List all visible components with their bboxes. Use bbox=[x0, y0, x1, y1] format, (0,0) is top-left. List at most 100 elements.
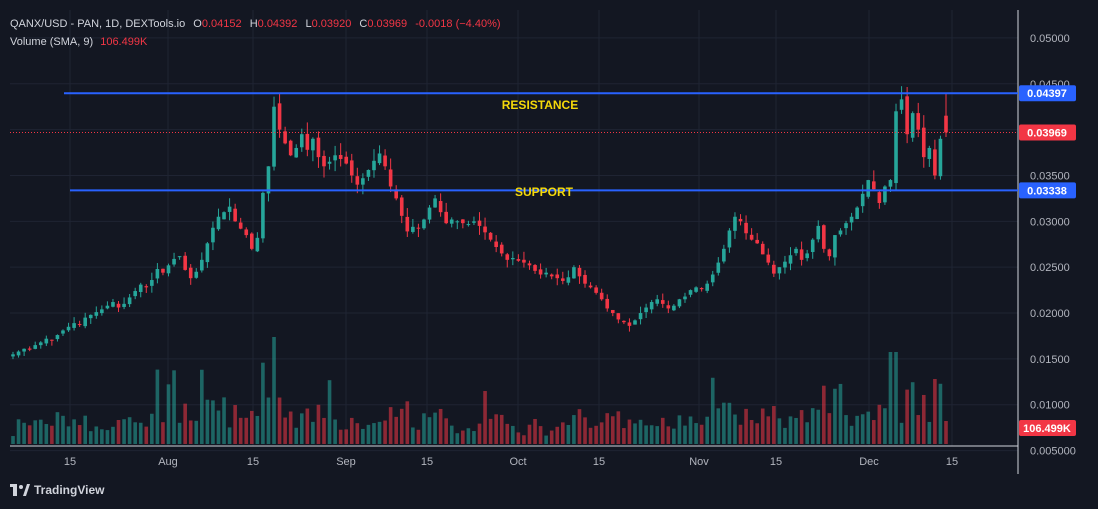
volume-bar bbox=[688, 416, 693, 444]
candle-body bbox=[299, 134, 304, 148]
volume-bar bbox=[355, 423, 360, 444]
candle-body bbox=[172, 258, 176, 265]
candle-body bbox=[627, 322, 632, 326]
volume-bar bbox=[427, 417, 432, 444]
resistance-label: RESISTANCE bbox=[502, 98, 578, 112]
candle-body bbox=[455, 221, 460, 223]
time-axis-label: Oct bbox=[509, 456, 526, 468]
volume-bar bbox=[422, 413, 426, 444]
volume-bar bbox=[116, 420, 121, 444]
candle-body bbox=[699, 288, 704, 290]
candle-body bbox=[377, 153, 382, 164]
time-axis-label: 15 bbox=[770, 456, 782, 468]
candle-body bbox=[599, 292, 604, 300]
time-axis-label: 15 bbox=[593, 456, 605, 468]
close-label: C bbox=[359, 18, 368, 30]
candle-body bbox=[138, 284, 143, 292]
volume-bar bbox=[560, 422, 565, 444]
volume-bar bbox=[888, 352, 893, 444]
candle-body bbox=[338, 154, 343, 159]
volume-bar bbox=[511, 425, 515, 444]
candle-body bbox=[583, 274, 587, 284]
volume-bar bbox=[677, 415, 682, 444]
candle-body bbox=[516, 259, 521, 261]
volume-bar bbox=[488, 418, 493, 444]
volume-bar bbox=[749, 420, 754, 444]
volume-bar bbox=[672, 428, 676, 444]
volume-bar bbox=[177, 422, 182, 444]
candle-body bbox=[877, 192, 882, 203]
candle-body bbox=[849, 216, 854, 223]
volume-bar bbox=[860, 414, 865, 444]
candle-body bbox=[610, 309, 615, 314]
volume-bar bbox=[694, 423, 698, 444]
price-axis-label: 0.02000 bbox=[1030, 308, 1070, 320]
volume-bar bbox=[533, 418, 537, 444]
volume-bar bbox=[572, 415, 576, 444]
candle-body bbox=[499, 244, 504, 254]
volume-bar bbox=[483, 391, 487, 444]
volume-bar bbox=[50, 425, 54, 444]
volume-bar bbox=[738, 424, 743, 444]
volume-bar bbox=[383, 420, 387, 444]
volume-bar bbox=[505, 423, 510, 444]
candle-body bbox=[249, 233, 254, 249]
candle-body bbox=[72, 323, 76, 328]
candle-body bbox=[422, 219, 426, 229]
volume-bar bbox=[494, 414, 498, 444]
time-axis-label: Nov bbox=[689, 456, 709, 468]
volume-bar bbox=[444, 418, 448, 444]
high-label: H bbox=[249, 18, 258, 30]
volume-bar bbox=[755, 423, 759, 444]
volume-bar bbox=[538, 426, 543, 444]
volume-bar bbox=[522, 435, 526, 444]
volume-bar bbox=[716, 408, 721, 444]
candle-body bbox=[227, 206, 232, 212]
candle-body bbox=[577, 267, 582, 277]
volume-bar bbox=[633, 423, 637, 444]
symbol-legend: QANX/USD - PAN, 1D, DEXTools.io O0.04152… bbox=[10, 18, 501, 30]
volume-bar bbox=[910, 382, 915, 444]
volume-bar bbox=[416, 429, 421, 444]
candle-body bbox=[755, 239, 759, 244]
candle-body bbox=[200, 259, 204, 271]
volume-bar bbox=[516, 432, 521, 444]
candle-body bbox=[494, 241, 498, 248]
volume-bar bbox=[405, 401, 410, 444]
tradingview-logo[interactable]: TradingView bbox=[10, 483, 104, 497]
candle-body bbox=[572, 267, 576, 279]
candle-body bbox=[266, 166, 271, 194]
candle-body bbox=[461, 219, 465, 224]
volume-bar bbox=[61, 415, 65, 444]
volume-bar bbox=[616, 411, 621, 444]
volume-bar bbox=[877, 404, 882, 444]
candle-body bbox=[649, 302, 654, 310]
candle-body bbox=[44, 338, 49, 344]
volume-bar bbox=[705, 416, 710, 444]
candle-body bbox=[666, 305, 671, 309]
candle-body bbox=[799, 249, 804, 260]
candle-body bbox=[349, 160, 354, 176]
candle-body bbox=[533, 265, 537, 271]
volume-bar bbox=[388, 407, 393, 444]
candle-body bbox=[433, 198, 437, 208]
volume-bar bbox=[921, 394, 926, 444]
volume-bar bbox=[916, 415, 921, 444]
volume-bar bbox=[394, 416, 399, 444]
candle-body bbox=[127, 297, 132, 305]
volume-bar bbox=[899, 422, 904, 444]
support-price-tag: 0.03338 bbox=[1027, 185, 1067, 197]
volume-bar bbox=[577, 409, 582, 444]
volume-label: Volume (SMA, 9) bbox=[10, 36, 94, 48]
candle-body bbox=[105, 305, 110, 309]
volume-bar bbox=[144, 426, 149, 444]
candle-body bbox=[261, 192, 265, 239]
candle-body bbox=[871, 181, 876, 190]
candle-body bbox=[927, 147, 932, 159]
candle-body bbox=[677, 299, 682, 307]
candle-body bbox=[255, 237, 260, 252]
volume-bar bbox=[455, 433, 460, 444]
candle-body bbox=[672, 305, 676, 311]
candle-body bbox=[794, 248, 798, 254]
